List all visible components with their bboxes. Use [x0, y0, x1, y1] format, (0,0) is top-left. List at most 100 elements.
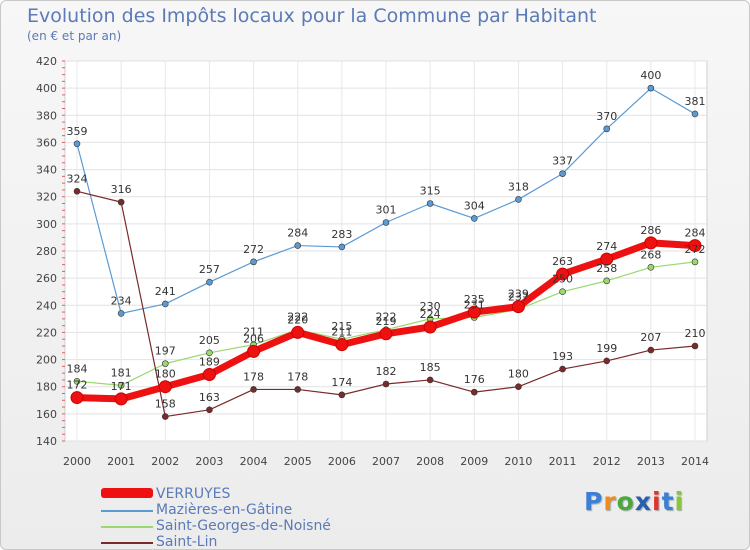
data-label: 263 [552, 255, 573, 268]
data-point [73, 187, 81, 195]
data-label: 178 [287, 370, 308, 383]
data-point [206, 406, 213, 414]
data-point [603, 357, 611, 365]
data-label: 337 [552, 155, 573, 168]
data-label: 206 [243, 332, 264, 345]
x-tick-label: 2000 [63, 455, 91, 468]
data-point [206, 349, 213, 357]
data-point [161, 300, 169, 308]
data-label: 193 [552, 350, 573, 363]
proxiti-logo: Proxiti [584, 487, 684, 516]
data-point [202, 368, 216, 381]
data-label: 239 [508, 288, 529, 301]
logo-letter: P [584, 487, 604, 516]
legend-item-mazieres: Mazières-en-Gâtine [101, 502, 431, 519]
data-point [511, 300, 525, 314]
legend: VERRUYES Mazières-en-Gâtine Saint-George… [101, 486, 431, 549]
data-point [559, 365, 566, 373]
data-point [161, 413, 169, 420]
y-tick-label: 160 [36, 408, 57, 421]
y-tick-label: 280 [36, 245, 57, 258]
x-tick-label: 2005 [284, 455, 312, 468]
data-point [556, 267, 570, 281]
y-tick-label: 140 [36, 435, 57, 448]
data-point [206, 278, 213, 286]
logo-letter: t [661, 487, 675, 516]
data-label: 284 [287, 227, 308, 240]
data-point [117, 310, 125, 317]
data-label: 182 [376, 365, 397, 378]
data-label: 400 [640, 69, 661, 82]
data-label: 234 [111, 294, 132, 307]
data-point [73, 140, 81, 148]
data-label: 158 [155, 398, 176, 411]
chart-subtitle: (en € et par an) [27, 29, 122, 43]
data-label: 241 [155, 285, 176, 298]
y-tick-label: 420 [36, 55, 57, 68]
data-point [647, 84, 655, 92]
data-point [250, 386, 257, 393]
x-tick-label: 2001 [107, 455, 135, 468]
data-point [117, 198, 125, 206]
legend-swatch-verruyes [101, 488, 153, 498]
data-label: 381 [685, 95, 706, 108]
data-label: 222 [376, 311, 397, 324]
data-label: 304 [464, 199, 485, 212]
data-label: 207 [640, 331, 661, 344]
data-point [114, 392, 128, 406]
data-label: 231 [464, 299, 485, 312]
data-point [70, 391, 84, 405]
legend-label-verruyes: VERRUYES [156, 486, 231, 502]
y-tick-label: 200 [36, 354, 57, 367]
chart-title: Evolution des Impôts locaux pour la Comm… [27, 5, 597, 27]
data-label: 315 [420, 185, 441, 198]
data-label: 250 [552, 273, 573, 286]
data-point [691, 258, 699, 266]
data-point [426, 200, 434, 207]
legend-label-mazieres: Mazières-en-Gâtine [156, 502, 293, 518]
data-label: 284 [685, 227, 706, 240]
data-point [379, 327, 393, 341]
x-tick-label: 2008 [416, 455, 444, 468]
y-tick-label: 180 [36, 381, 57, 394]
data-label: 370 [596, 110, 617, 123]
data-point [603, 125, 611, 133]
data-point [644, 236, 658, 250]
x-tick-label: 2010 [504, 455, 532, 468]
data-point [559, 170, 566, 177]
data-point [647, 346, 655, 354]
data-point [423, 320, 437, 334]
x-tick-label: 2012 [593, 455, 621, 468]
data-point [603, 277, 611, 285]
data-label: 272 [243, 243, 264, 256]
data-label: 272 [685, 243, 706, 256]
y-tick-label: 220 [36, 326, 57, 339]
data-label: 286 [640, 224, 661, 237]
y-tick-label: 240 [36, 299, 57, 312]
data-label: 235 [464, 293, 485, 306]
legend-label-saint-georges: Saint-Georges-de-Noisné [156, 518, 331, 534]
y-tick-label: 340 [36, 164, 57, 177]
x-tick-label: 2006 [328, 455, 356, 468]
data-label: 220 [287, 313, 308, 326]
data-point [470, 215, 478, 222]
x-tick-label: 2009 [460, 455, 488, 468]
y-tick-label: 320 [36, 191, 57, 204]
data-label: 230 [420, 300, 441, 313]
data-label: 316 [111, 183, 132, 196]
y-tick-label: 360 [36, 136, 57, 149]
data-label: 184 [67, 362, 88, 375]
legend-swatch-saint-lin [101, 542, 153, 544]
data-label: 205 [199, 334, 220, 347]
data-point [294, 386, 302, 393]
logo-letter: o [616, 487, 635, 516]
data-label: 359 [67, 125, 88, 138]
data-point [691, 110, 699, 118]
data-label: 189 [199, 356, 220, 369]
data-point [647, 263, 655, 271]
data-point [338, 391, 346, 399]
x-tick-label: 2013 [637, 455, 665, 468]
legend-item-verruyes: VERRUYES [101, 486, 431, 503]
data-point [294, 242, 302, 249]
